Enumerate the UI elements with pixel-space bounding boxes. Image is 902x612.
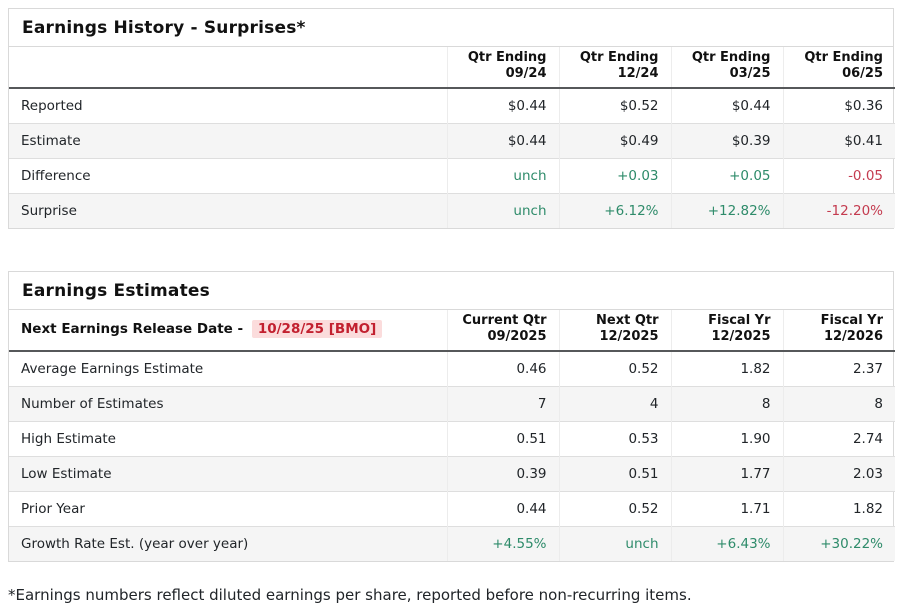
table-row: Prior Year 0.44 0.52 1.71 1.82 [9,490,895,526]
value-cell: $0.44 [446,87,559,123]
value-cell: 2.03 [782,455,895,491]
table-row: Difference unch +0.03 +0.05 -0.05 [9,157,895,193]
value-cell: 7 [446,385,559,421]
column-header: Qtr Ending 06/25 [782,47,895,89]
table-row: Number of Estimates 7 4 8 8 [9,385,895,421]
value-cell: -12.20% [782,192,895,228]
surprises-header-row: Qtr Ending 09/24 Qtr Ending 12/24 Qtr Ending… [9,47,895,89]
row-label: Growth Rate Est. (year over year) [9,525,447,561]
table-row: Average Earnings Estimate 0.46 0.52 1.82 2.3… [9,350,895,386]
column-header: Next Qtr 12/2025 [558,310,671,352]
value-cell: +12.82% [670,192,783,228]
value-cell: 2.74 [782,420,895,456]
value-cell: 4 [558,385,671,421]
value-cell: unch [558,525,671,561]
earnings-history-title: Earnings History - Surprises* [9,9,893,47]
value-cell: $0.36 [782,87,895,123]
value-cell: 2.37 [782,350,895,386]
value-cell: $0.44 [670,87,783,123]
value-cell: +6.12% [558,192,671,228]
row-label: Reported [21,97,83,114]
value-cell: 0.51 [558,455,671,491]
estimates-table-body: Average Earnings Estimate 0.46 0.52 1.82 2.3… [9,350,895,561]
value-cell: -0.05 [782,157,895,193]
next-earnings-release-cell: Next Earnings Release Date - 10/28/25 [B… [9,310,447,352]
value-cell: 0.51 [446,420,559,456]
row-label: Low Estimate [9,455,447,491]
value-cell: $0.52 [558,87,671,123]
row-label: Difference [9,157,447,193]
value-cell: 8 [670,385,783,421]
column-header: Fiscal Yr 12/2025 [670,310,783,352]
value-cell: 8 [782,385,895,421]
earnings-estimates-title: Earnings Estimates [9,272,893,310]
surprises-table: Qtr Ending 09/24 Qtr Ending 12/24 Qtr Ending… [9,47,895,228]
empty-header-cell [9,47,447,89]
value-cell: +4.55% [446,525,559,561]
table-row: Reported $0.44 $0.52 $0.44 $0.36 [9,87,895,123]
value-cell: 0.52 [558,350,671,386]
earnings-page: Earnings History - Surprises* Qtr Ending… [8,8,895,604]
row-label: Average Earnings Estimate [21,360,204,377]
table-row: Estimate $0.44 $0.49 $0.39 $0.41 [9,122,895,158]
row-label: Estimate [9,122,447,158]
column-header: Current Qtr 09/2025 [446,310,559,352]
value-cell: 1.82 [670,350,783,386]
value-cell: +30.22% [782,525,895,561]
table-row: High Estimate 0.51 0.53 1.90 2.74 [9,420,895,456]
value-cell: +0.03 [558,157,671,193]
value-cell: 0.44 [446,490,559,526]
earnings-history-surprises-table: Earnings History - Surprises* Qtr Ending… [8,8,895,229]
value-cell: +6.43% [670,525,783,561]
row-label: Number of Estimates [9,385,447,421]
estimates-table: Next Earnings Release Date - 10/28/25 [B… [9,310,895,561]
value-cell: unch [446,192,559,228]
table-row: Low Estimate 0.39 0.51 1.77 2.03 [9,455,895,491]
value-cell: 0.52 [558,490,671,526]
row-label: Surprise [9,192,447,228]
value-cell: $0.44 [446,122,559,158]
value-cell: $0.41 [782,122,895,158]
column-header: Qtr Ending 03/25 [670,47,783,89]
value-cell: 1.71 [670,490,783,526]
surprises-table-body: Reported $0.44 $0.52 $0.44 $0.36 Estimate $0.4… [9,87,895,228]
column-header: Qtr Ending 09/24 [446,47,559,89]
value-cell: 1.82 [782,490,895,526]
table-row: Surprise unch +6.12% +12.82% -12.20% [9,192,895,228]
table-row: Growth Rate Est. (year over year) +4.55% u… [9,525,895,561]
value-cell: unch [446,157,559,193]
row-label: High Estimate [9,420,447,456]
value-cell: 1.90 [670,420,783,456]
next-earnings-release-date-badge: 10/28/25 [BMO] [251,320,383,339]
column-header: Fiscal Yr 12/2026 [782,310,895,352]
next-earnings-release-label: Next Earnings Release Date - [21,321,244,338]
earnings-estimates-table: Earnings Estimates Next Earnings Release… [8,271,895,562]
value-cell: 0.39 [446,455,559,491]
row-label: Prior Year [9,490,447,526]
value-cell: 1.77 [670,455,783,491]
value-cell: 0.53 [558,420,671,456]
estimates-header-row: Next Earnings Release Date - 10/28/25 [B… [9,310,895,352]
column-header: Qtr Ending 12/24 [558,47,671,89]
value-cell: $0.49 [558,122,671,158]
value-cell: 0.46 [446,350,559,386]
value-cell: $0.39 [670,122,783,158]
value-cell: +0.05 [670,157,783,193]
